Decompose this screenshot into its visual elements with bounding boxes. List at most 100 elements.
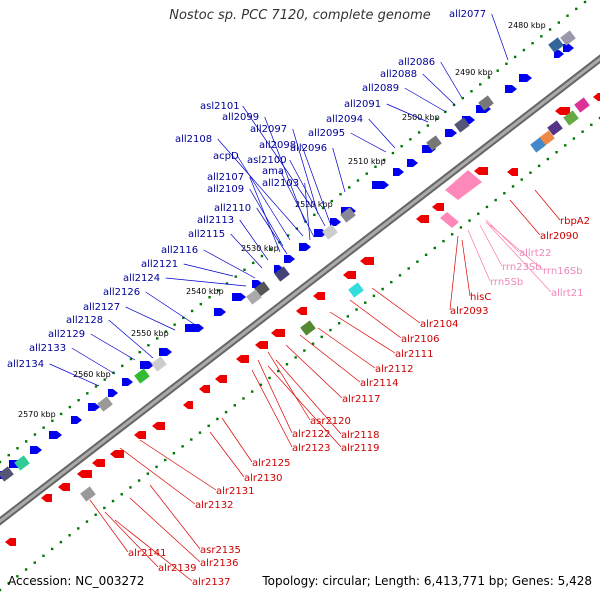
tick-dot: [520, 178, 523, 181]
cluster-box: [134, 368, 150, 384]
tick-dot: [94, 513, 97, 516]
label-leader-line: [449, 235, 459, 311]
gene-label: all2098: [259, 140, 296, 151]
tick-dot: [346, 315, 350, 318]
gene-label: alr2093: [450, 306, 488, 317]
accession-label: Accession: NC_003272: [8, 574, 145, 588]
cluster-box: [300, 320, 316, 336]
tick-dot: [269, 247, 272, 251]
cluster-box: [246, 289, 262, 305]
tick-dot: [398, 274, 402, 277]
tick-dot: [548, 28, 552, 31]
tick-dot: [355, 308, 358, 311]
tick-dot: [435, 117, 438, 120]
label-leader-line: [491, 13, 509, 61]
gene-label: all2086: [398, 57, 435, 68]
gene-label: asl2101: [200, 101, 240, 112]
tick-dot: [207, 424, 210, 428]
tick-dot: [417, 131, 421, 134]
genome-title: Nostoc sp. PCC 7120, complete genome: [169, 8, 431, 23]
forward-gene-arrow: [299, 243, 311, 251]
gene-label: rrn23Sb: [502, 262, 542, 273]
tick-dot: [146, 472, 150, 475]
tick-dot: [85, 520, 89, 523]
tick-dot: [572, 137, 576, 140]
tick-dot: [505, 62, 508, 65]
tick-dot: [147, 344, 150, 347]
tick-dot: [426, 124, 430, 127]
gene-label: all2126: [103, 287, 140, 298]
tick-dot: [24, 440, 28, 443]
tick-dot: [242, 397, 245, 400]
tick-dot: [546, 157, 550, 161]
tick-dot: [433, 246, 436, 250]
tick-dot: [224, 410, 228, 414]
tick-dot: [339, 193, 342, 196]
label-leader-line: [275, 359, 342, 435]
tick-dot: [555, 151, 558, 154]
tick-dot: [494, 198, 497, 202]
gene-label: alr2111: [395, 349, 433, 360]
tick-dot: [294, 356, 297, 359]
reverse-gene-arrow: [555, 107, 570, 115]
tick-dot: [313, 213, 316, 217]
kbp-tick-label: 2540 kbp: [186, 287, 224, 296]
forward-gene-arrow: [372, 181, 389, 189]
tick-dot: [68, 534, 71, 537]
gene-label: allrt21: [551, 288, 583, 299]
tick-dot: [522, 48, 526, 52]
tick-dot: [234, 275, 237, 278]
cluster-box: [97, 396, 113, 412]
label-leader-line: [509, 199, 541, 236]
tick-dot: [260, 254, 264, 258]
reverse-gene-arrow: [110, 450, 124, 458]
tick-dot: [365, 172, 368, 175]
tick-dot: [121, 364, 124, 368]
label-leader-line: [368, 118, 396, 149]
tick-dot: [372, 294, 376, 298]
tick-dot: [190, 309, 194, 313]
label-leader-line: [304, 182, 311, 241]
gene-label: alr2112: [375, 364, 413, 375]
gene-label: hisC: [470, 292, 491, 303]
cluster-box: [0, 466, 14, 482]
label-leader-line: [129, 497, 201, 563]
cluster-box: [348, 282, 364, 298]
gene-label: all2115: [188, 229, 225, 240]
reverse-gene-arrow: [77, 470, 92, 478]
forward-gene-arrow: [88, 403, 100, 411]
label-leader-line: [461, 239, 471, 297]
tick-dot: [581, 130, 584, 133]
reverse-gene-arrow: [343, 271, 356, 279]
tick-dot: [155, 465, 158, 469]
tick-dot: [468, 219, 471, 222]
kbp-tick-label: 2480 kbp: [508, 21, 546, 30]
tick-dot: [268, 376, 271, 380]
tick-dot: [529, 171, 532, 174]
label-leader-line: [301, 144, 331, 224]
forward-gene-arrow: [445, 129, 457, 137]
tick-dot: [103, 378, 106, 381]
reverse-gene-arrow: [507, 168, 518, 176]
label-leader-line: [329, 311, 396, 354]
label-leader-line: [239, 219, 269, 261]
label-leader-line: [332, 147, 346, 193]
reverse-gene-arrow: [474, 167, 488, 175]
kbp-tick-label: 2490 kbp: [455, 68, 493, 77]
label-leader-line: [237, 155, 291, 241]
forward-gene-arrow: [284, 255, 295, 263]
label-leader-line: [104, 511, 159, 568]
label-leader-line: [251, 369, 293, 448]
tick-dot: [416, 260, 419, 263]
gene-label: all2097: [250, 124, 287, 135]
tick-dot: [59, 540, 63, 544]
forward-gene-arrow: [554, 50, 564, 58]
reverse-gene-arrow: [58, 483, 70, 491]
cluster-box: [574, 97, 590, 113]
tick-dot: [0, 588, 2, 592]
tick-dot: [138, 350, 141, 354]
label-leader-line: [534, 189, 561, 221]
label-leader-line: [267, 365, 342, 448]
